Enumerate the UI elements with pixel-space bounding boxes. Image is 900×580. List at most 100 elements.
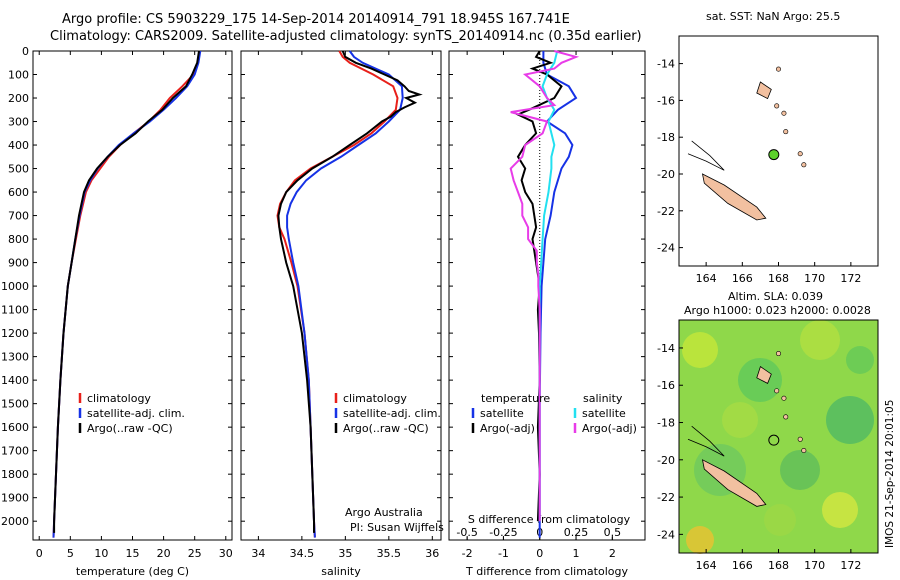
map-x-tick-label: 168 xyxy=(768,272,789,285)
x-axis-label-diff: T difference from climatology xyxy=(465,565,628,578)
legend-temp-sat: satellite xyxy=(480,407,524,420)
x-tick-label-sal: 36 xyxy=(425,547,439,560)
y-tick-label: 1900 xyxy=(1,492,29,505)
argo-position-marker xyxy=(768,434,780,446)
x-tick-label-diff: 2 xyxy=(609,547,616,560)
map-y-tick-label: -16 xyxy=(657,379,675,392)
small-island xyxy=(775,66,781,72)
legend-sal-argo: Argo(-adj) xyxy=(582,422,637,435)
small-island xyxy=(783,129,789,135)
legend-sal-1: satellite-adj. clim. xyxy=(343,407,441,420)
legend-temp-0: climatology xyxy=(87,392,151,405)
y-tick-label: 300 xyxy=(8,116,29,129)
legend-sal-sat: satellite xyxy=(582,407,626,420)
series-line-diff-1 xyxy=(515,50,563,522)
y-tick-label: 1100 xyxy=(1,304,29,317)
x-tick-label-diff: 1 xyxy=(573,547,580,560)
argo-position-marker xyxy=(768,149,780,161)
y-tick-label: 0 xyxy=(22,45,29,58)
map-x-tick-label: 170 xyxy=(804,559,825,572)
sal-axis-title: S difference from climatology xyxy=(468,513,631,526)
header-line-1: Argo profile: CS 5903229_175 14-Sep-2014… xyxy=(62,12,570,27)
map-top xyxy=(678,35,879,267)
map-x-tick-label: 164 xyxy=(696,272,717,285)
x-tick-label-temp: 10 xyxy=(94,547,108,560)
map-y-tick-label: -20 xyxy=(657,168,675,181)
sla-anomaly-patch xyxy=(846,346,874,374)
map-y-tick-label: -16 xyxy=(657,94,675,107)
map-x-tick-label: 172 xyxy=(840,272,861,285)
vanuatu-island xyxy=(756,81,772,100)
series-line-sal-1 xyxy=(286,50,404,538)
legend-sal-2: Argo(..raw -QC) xyxy=(343,422,429,435)
header-line-2: Climatology: CARS2009. Satellite-adjuste… xyxy=(50,29,642,44)
panel-frame-sal xyxy=(240,50,442,541)
y-tick-label: 200 xyxy=(8,92,29,105)
map-x-tick-label: 172 xyxy=(840,559,861,572)
map-x-tick-label: 170 xyxy=(804,272,825,285)
top-map-title: sat. SST: NaN Argo: 25.5 xyxy=(706,10,841,23)
map-x-tick-label: 164 xyxy=(696,559,717,572)
y-tick-label: 1600 xyxy=(1,421,29,434)
x-tick-label-temp: 15 xyxy=(126,547,140,560)
series-line-temp-0 xyxy=(52,50,201,538)
y-tick-label: 2000 xyxy=(1,515,29,528)
y-tick-label: 800 xyxy=(8,233,29,246)
sla-anomaly-patch xyxy=(800,320,840,360)
panel-frame-diff xyxy=(448,50,646,541)
vanuatu-island xyxy=(756,365,772,384)
small-island xyxy=(781,395,787,401)
small-island xyxy=(774,103,780,109)
new-caledonia-island xyxy=(701,459,767,507)
map-y-tick-label: -18 xyxy=(657,131,675,144)
x-tick-label-sal: 34.5 xyxy=(290,547,315,560)
legend-sal-0: climatology xyxy=(343,392,407,405)
series-line-temp-1 xyxy=(52,50,202,538)
sla-anomaly-patch xyxy=(722,402,758,438)
new-caledonia-island xyxy=(701,173,767,221)
map-y-tick-label: -20 xyxy=(657,454,675,467)
y-tick-label: 700 xyxy=(8,210,29,223)
x-tick-label-sal: 35.5 xyxy=(377,547,402,560)
map-x-tick-label: 166 xyxy=(732,559,753,572)
x-tick-label-temp: 25 xyxy=(188,547,202,560)
map-y-tick-label: -22 xyxy=(657,491,675,504)
map-y-tick-label: -14 xyxy=(657,342,675,355)
y-tick-label: 1500 xyxy=(1,398,29,411)
y-tick-label: 400 xyxy=(8,139,29,152)
sal-tick-label: -0.25 xyxy=(489,526,517,539)
sal-tick-label: 0.25 xyxy=(564,526,589,539)
legend-temp-argo: Argo(-adj) xyxy=(480,422,535,435)
y-tick-label: 1800 xyxy=(1,468,29,481)
bottom-map-title-2: Argo h1000: 0.023 h2000: 0.0028 xyxy=(684,304,871,317)
sal-tick-label: 0.5 xyxy=(604,526,622,539)
small-island xyxy=(783,414,789,420)
map-y-tick-label: -14 xyxy=(657,58,675,71)
small-island xyxy=(781,110,787,116)
x-tick-label-sal: 34 xyxy=(251,547,265,560)
panel-frame-temp xyxy=(32,50,233,541)
sla-anomaly-patch xyxy=(738,358,782,402)
x-tick-label-sal: 35 xyxy=(338,547,352,560)
x-axis-label-sal: salinity xyxy=(321,565,361,578)
y-tick-label: 900 xyxy=(8,257,29,270)
small-island xyxy=(797,151,803,157)
small-island xyxy=(775,351,781,357)
map-x-tick-label: 168 xyxy=(768,559,789,572)
y-tick-label: 500 xyxy=(8,163,29,176)
y-tick-label: 600 xyxy=(8,186,29,199)
legend-temp-1: satellite-adj. clim. xyxy=(87,407,185,420)
sla-anomaly-patch xyxy=(826,396,874,444)
small-island xyxy=(801,162,807,168)
x-tick-label-temp: 5 xyxy=(67,547,74,560)
map-y-tick-label: -18 xyxy=(657,417,675,430)
reef-outline xyxy=(687,425,725,457)
x-axis-label-temp: temperature (deg C) xyxy=(76,565,189,578)
y-tick-label: 1400 xyxy=(1,374,29,387)
x-tick-label-temp: 20 xyxy=(157,547,171,560)
imos-stamp: IMOS 21-Sep-2014 20:01:05 xyxy=(884,399,896,548)
y-tick-label: 1200 xyxy=(1,327,29,340)
sla-anomaly-patch xyxy=(686,526,714,554)
legend-temp-heading: temperature xyxy=(481,392,550,405)
